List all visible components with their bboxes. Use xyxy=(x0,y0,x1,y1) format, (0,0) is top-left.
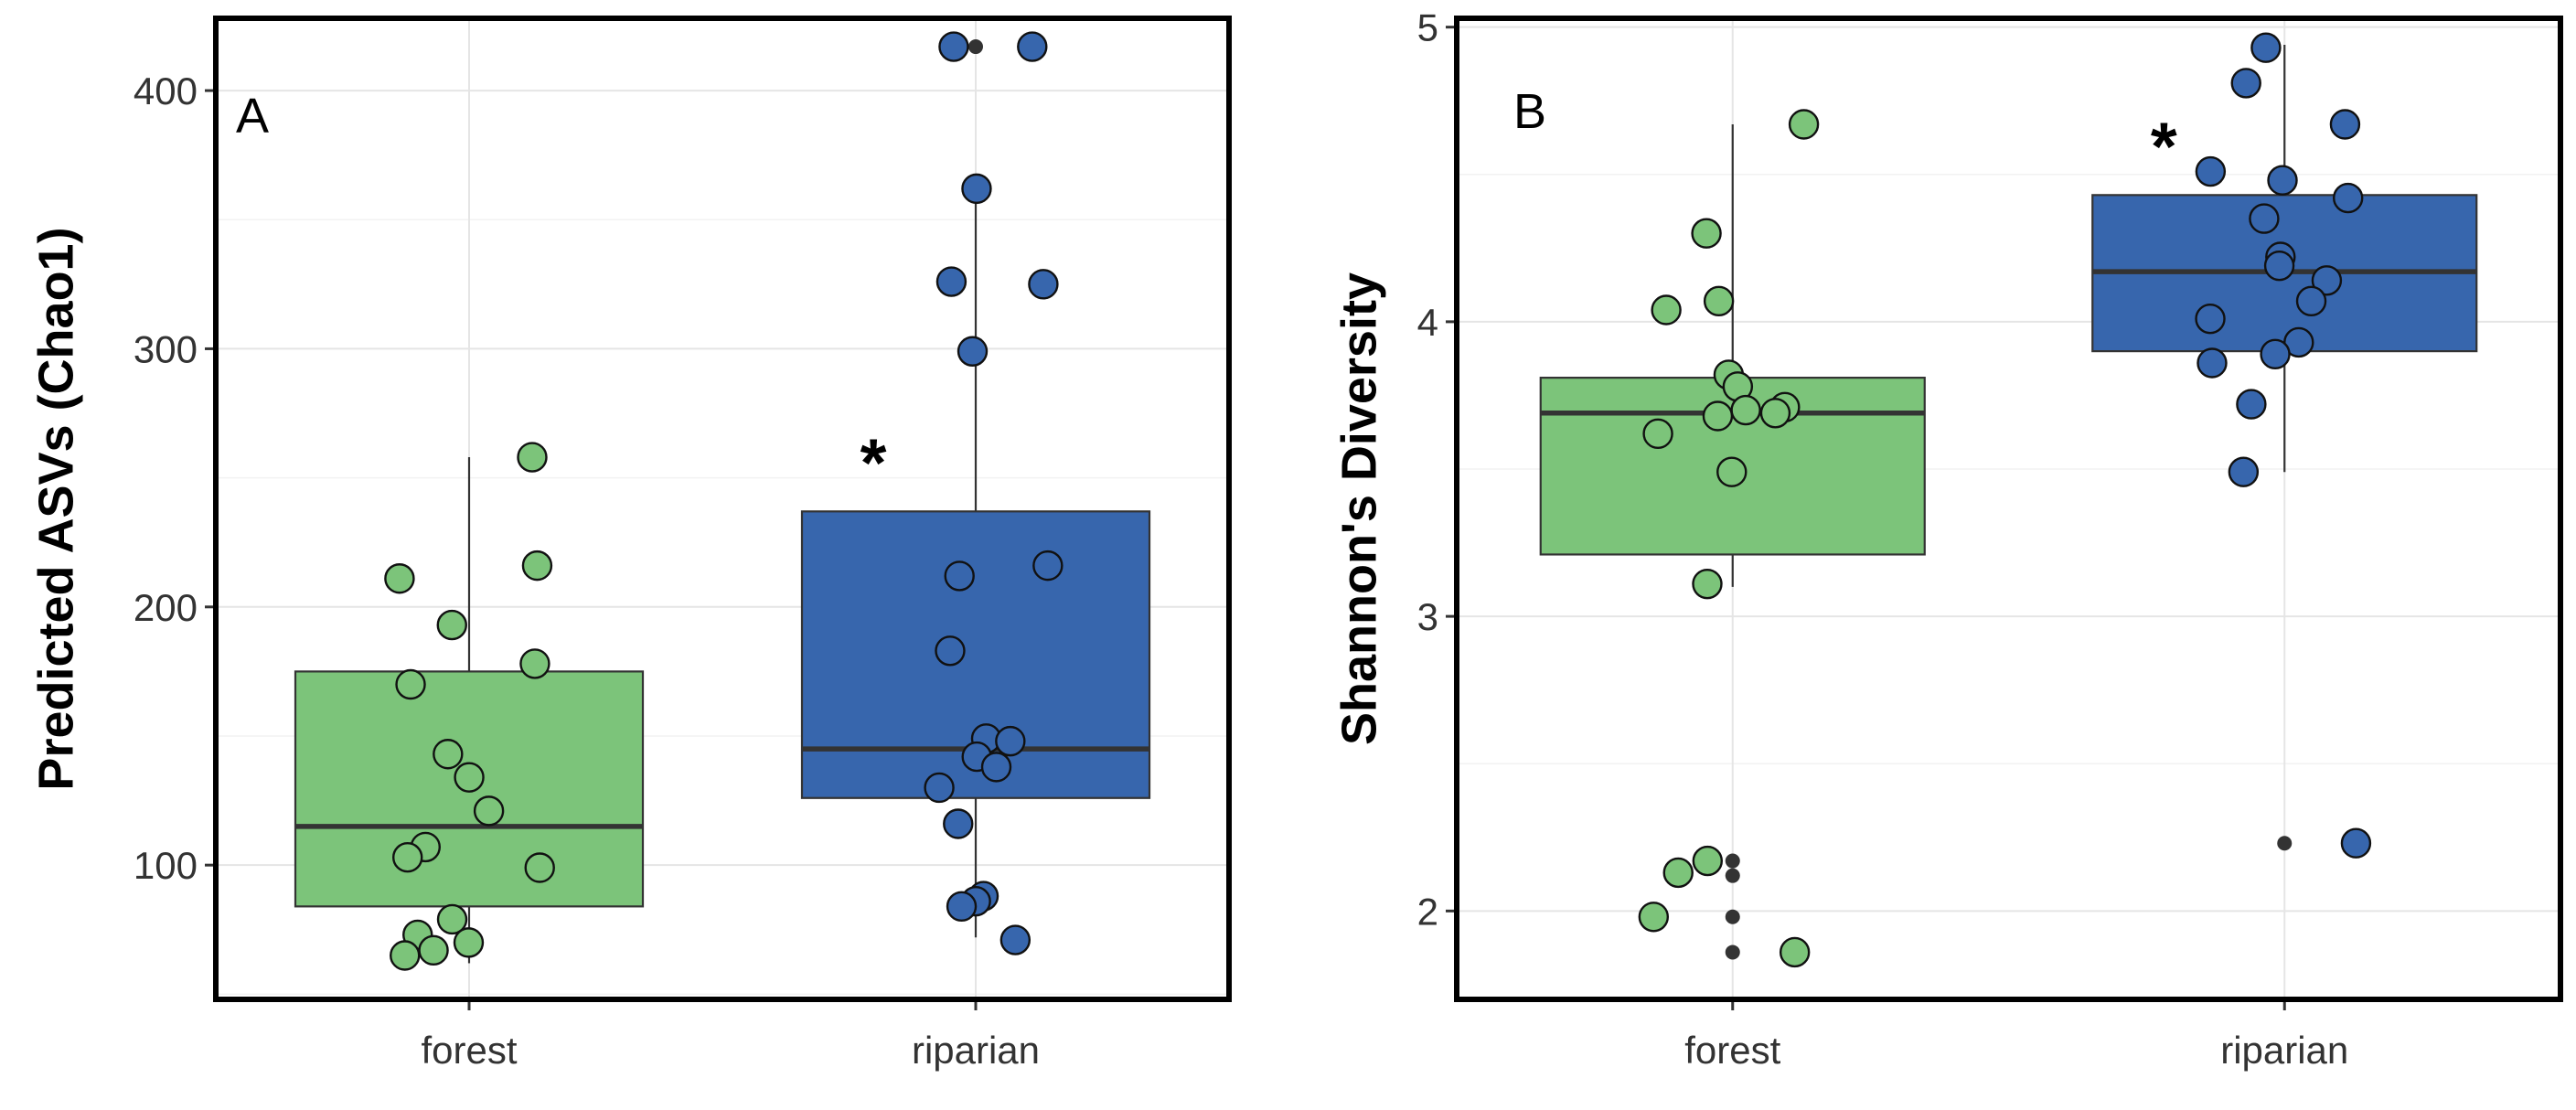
data-point xyxy=(924,772,955,804)
data-point xyxy=(392,841,423,873)
data-point xyxy=(390,940,421,971)
plot-border xyxy=(1454,16,2563,1002)
data-point xyxy=(517,442,548,473)
data-point xyxy=(999,924,1031,955)
data-point xyxy=(473,795,505,827)
data-point xyxy=(2195,155,2227,187)
data-point xyxy=(436,903,468,935)
data-point xyxy=(2195,303,2226,335)
data-point xyxy=(935,266,967,297)
y-tick-label: 300 xyxy=(134,327,198,370)
x-tick-label-riparian: riparian xyxy=(912,1029,1040,1072)
data-point xyxy=(946,891,978,923)
data-point xyxy=(1028,269,1059,300)
data-point xyxy=(2329,109,2361,140)
data-point xyxy=(1716,456,1748,487)
data-point xyxy=(1703,285,1735,317)
data-point xyxy=(1638,902,1670,933)
data-point xyxy=(2250,32,2282,63)
data-point xyxy=(1779,936,1811,968)
data-point xyxy=(436,609,467,641)
data-point xyxy=(2332,182,2364,214)
data-point xyxy=(454,762,485,793)
data-point xyxy=(2236,389,2267,420)
points-forest xyxy=(384,442,555,971)
data-point xyxy=(519,648,550,679)
data-point xyxy=(2340,827,2372,859)
panel-a: 100 200 300 400 forest riparian Predicted ASVs… xyxy=(28,16,1232,1072)
data-point xyxy=(1691,218,1722,249)
plot-border xyxy=(213,16,1232,1002)
panel-tag: A xyxy=(236,89,269,144)
data-point xyxy=(2263,250,2295,282)
data-point xyxy=(935,635,966,667)
data-point xyxy=(2295,285,2327,317)
y-tick-label: 100 xyxy=(134,844,198,887)
data-point xyxy=(2249,203,2280,234)
data-point xyxy=(943,808,974,839)
data-point xyxy=(944,560,975,592)
points-riparian xyxy=(2195,32,2372,859)
x-tick-label-forest: forest xyxy=(1684,1029,1780,1072)
data-point xyxy=(1788,109,1820,140)
data-point xyxy=(1651,294,1682,326)
data-point xyxy=(2267,165,2298,196)
x-tick-label-forest: forest xyxy=(421,1029,517,1072)
points-forest xyxy=(1638,109,1820,968)
data-point xyxy=(1017,31,1048,62)
data-point xyxy=(957,336,989,367)
data-point xyxy=(1662,857,1694,889)
data-point xyxy=(961,173,992,205)
data-point xyxy=(418,934,449,966)
data-point xyxy=(433,739,464,770)
outlier-point xyxy=(1725,853,1740,869)
outlier-point xyxy=(1725,868,1740,883)
outlier-point xyxy=(1725,909,1740,924)
panel-b: 2 3 4 5 forest riparian Shannon's Diversity * B xyxy=(1331,6,2563,1072)
y-axis-title: Predicted ASVs (Chao1) xyxy=(28,227,83,790)
box-forest xyxy=(294,457,645,964)
data-point xyxy=(2228,456,2260,487)
data-point xyxy=(2260,338,2291,370)
y-tick-label: 200 xyxy=(134,586,198,629)
outlier-point xyxy=(2277,836,2293,851)
data-point xyxy=(1702,400,1734,432)
data-point xyxy=(1730,394,1761,426)
data-point xyxy=(453,927,485,958)
data-point xyxy=(1642,418,1673,450)
data-point xyxy=(524,852,555,883)
outlier-point xyxy=(1725,945,1740,960)
data-point xyxy=(938,31,969,62)
panel-tag: B xyxy=(1513,84,1546,139)
y-tick-label: 4 xyxy=(1417,301,1438,344)
significance-marker: * xyxy=(860,424,887,500)
y-axis-title: Shannon's Diversity xyxy=(1331,272,1386,745)
data-point xyxy=(1692,568,1723,600)
data-point xyxy=(1692,845,1724,877)
significance-marker: * xyxy=(2151,108,2177,184)
points-riparian xyxy=(924,31,1064,955)
data-point xyxy=(2197,347,2228,379)
data-point xyxy=(2311,265,2343,296)
data-point xyxy=(2230,68,2261,99)
data-point xyxy=(1032,550,1064,582)
outlier-point xyxy=(968,39,983,55)
y-tick-label: 5 xyxy=(1417,6,1438,49)
data-point xyxy=(395,668,426,700)
data-point xyxy=(1759,398,1791,429)
data-point xyxy=(995,725,1026,757)
data-point xyxy=(980,752,1012,783)
y-tick-label: 2 xyxy=(1417,890,1438,933)
y-tick-label: 3 xyxy=(1417,595,1438,638)
y-tick-label: 400 xyxy=(134,69,198,112)
data-point xyxy=(521,550,553,582)
data-point xyxy=(384,563,415,594)
x-tick-label-riparian: riparian xyxy=(2220,1029,2348,1072)
